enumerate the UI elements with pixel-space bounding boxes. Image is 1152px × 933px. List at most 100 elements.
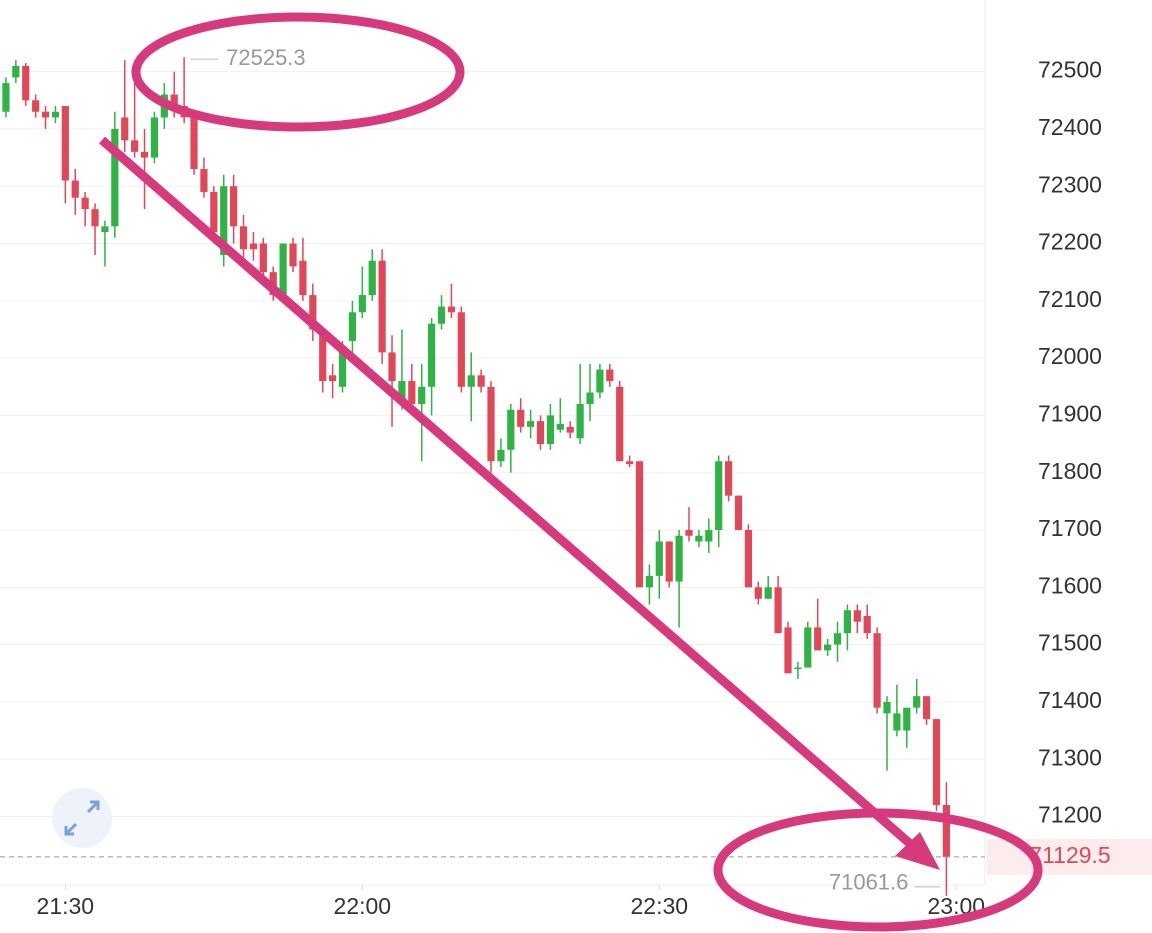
candle-body <box>665 541 673 582</box>
candle-body <box>655 541 663 576</box>
candle-body <box>368 260 376 296</box>
y-tick-label: 71800 <box>1038 458 1102 484</box>
arrow-head <box>895 832 940 870</box>
candle-body <box>329 375 337 382</box>
candle-body <box>645 575 654 588</box>
candle-body <box>932 719 941 806</box>
labels: 71200 71300 71400 71500 71600 71700 71800 71900… <box>0 45 1152 919</box>
candle-body <box>348 312 357 341</box>
candle-body <box>873 633 881 708</box>
y-tick-label: 72500 <box>1038 57 1102 83</box>
candle-body <box>457 312 465 387</box>
candle-body <box>744 530 753 588</box>
candle-body <box>606 369 614 382</box>
candles <box>2 57 950 896</box>
candle-body <box>576 403 584 439</box>
candle-body <box>764 587 772 599</box>
candle-body <box>388 352 396 382</box>
candle-body <box>536 421 545 445</box>
candle-body <box>279 243 287 296</box>
candle-body <box>685 530 693 536</box>
grid <box>0 71 985 890</box>
candle-body <box>299 260 307 296</box>
candle-body <box>111 128 119 227</box>
candle-body <box>853 610 861 622</box>
candle-body <box>32 100 40 112</box>
candle-body <box>913 696 921 708</box>
y-tick-label: 72000 <box>1038 343 1102 369</box>
y-tick-label: 71600 <box>1038 572 1102 598</box>
candle-body <box>398 381 406 399</box>
candle-body <box>249 243 258 250</box>
candle-body <box>487 386 495 462</box>
candle-body <box>289 243 297 267</box>
y-tick-label: 71300 <box>1038 744 1102 770</box>
candle-body <box>833 633 842 645</box>
x-tick-label: 22:30 <box>631 893 689 919</box>
candle-body <box>428 323 436 387</box>
y-tick-label: 71200 <box>1038 802 1102 828</box>
last-price-label: 71129.5 <box>1029 842 1110 868</box>
candle-body <box>863 615 871 634</box>
candle-body <box>230 186 238 227</box>
candle-body <box>121 117 129 141</box>
candle-body <box>922 696 931 720</box>
candle-body <box>408 381 416 404</box>
candle-body <box>823 644 832 651</box>
candle-body <box>477 375 485 387</box>
candle-body <box>734 495 743 531</box>
candle-body <box>843 610 851 634</box>
y-tick-label: 72200 <box>1038 229 1102 255</box>
candle-body <box>715 461 723 531</box>
x-tick-label: 22:00 <box>334 893 392 919</box>
annotations <box>99 12 1043 932</box>
x-tick-label: 21:30 <box>37 893 95 919</box>
candle-body <box>814 627 822 651</box>
candle-body <box>774 587 782 634</box>
y-tick-label: 72300 <box>1038 171 1102 197</box>
candle-body <box>527 421 535 427</box>
expand-icon[interactable] <box>52 788 112 848</box>
candle-body <box>497 449 505 462</box>
candle-body <box>200 169 208 192</box>
candle-body <box>319 335 327 382</box>
candle-body <box>101 226 109 233</box>
candle-body <box>210 191 218 233</box>
candle-body <box>586 392 594 404</box>
candle-body <box>903 707 911 731</box>
candle-body <box>635 461 644 588</box>
candle-body <box>546 415 555 445</box>
candle-body <box>131 140 139 152</box>
candle-body <box>883 701 891 714</box>
candle-body <box>2 83 10 112</box>
y-tick-label: 71500 <box>1038 630 1102 656</box>
y-tick-label: 72400 <box>1038 114 1102 140</box>
candle-body <box>259 243 267 273</box>
y-tick-label: 71900 <box>1038 401 1102 427</box>
candle-body <box>626 461 634 465</box>
y-tick-label: 71700 <box>1038 515 1102 541</box>
candle-body <box>437 306 446 324</box>
candle-body <box>12 65 20 78</box>
candle-body <box>91 209 99 227</box>
candle-body <box>81 197 89 210</box>
candle-body <box>893 713 901 731</box>
candle-body <box>566 426 574 433</box>
candle-body <box>51 111 60 118</box>
high-label: 72525.3 <box>226 45 306 70</box>
candle-body <box>309 295 317 330</box>
candle-body <box>418 386 426 404</box>
candle-body <box>754 587 762 599</box>
candle-body <box>140 151 149 158</box>
candle-body <box>220 186 228 255</box>
candle-body <box>725 461 733 496</box>
trend-arrow <box>99 136 918 852</box>
candle-body <box>784 627 792 674</box>
candle-body <box>596 369 604 393</box>
candle-body <box>507 409 515 450</box>
candle-body <box>467 375 475 387</box>
candle-body <box>22 65 30 101</box>
candle-body <box>675 535 683 582</box>
